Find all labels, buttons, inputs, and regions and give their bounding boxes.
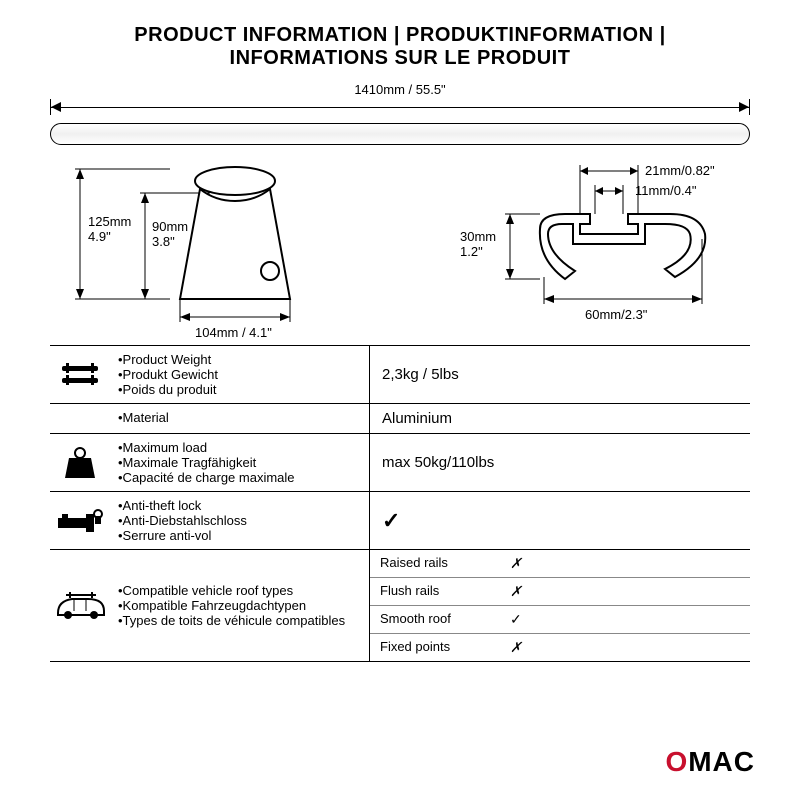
profile-slot-gap: 11mm/0.4" — [635, 183, 696, 198]
title-line-1: PRODUCT INFORMATION | PRODUKTINFORMATION… — [0, 24, 800, 47]
roof-item: Raised rails ✗ — [370, 550, 750, 578]
crossbar-illustration — [50, 123, 750, 145]
row-weight: •Product Weight •Produkt Gewicht •Poids … — [50, 346, 750, 404]
profile-drawing: 21mm/0.82" 11mm/0.4" 30mm 1.2" 60mm/2.3" — [440, 159, 730, 329]
title: PRODUCT INFORMATION | PRODUKTINFORMATION… — [0, 0, 800, 78]
profile-width: 60mm/2.3" — [585, 307, 647, 322]
lock-value: ✓ — [370, 492, 750, 549]
weight-icon — [50, 434, 110, 491]
weight-value: 2,3kg / 5lbs — [370, 346, 750, 403]
row-lock: •Anti-theft lock •Anti-Diebstahlschloss … — [50, 492, 750, 550]
foot-h-inner: 90mm 3.8" — [152, 219, 188, 249]
blank-icon — [50, 404, 110, 433]
brand-logo: OMAC — [665, 746, 755, 778]
roof-item: Fixed points ✗ — [370, 634, 750, 661]
load-labels: •Maximum load •Maximale Tragfähigkeit •C… — [110, 434, 370, 491]
lock-icon — [50, 492, 110, 549]
brand-rest: MAC — [688, 746, 755, 777]
row-roof: •Compatible vehicle roof types •Kompatib… — [50, 550, 750, 662]
load-value: max 50kg/110lbs — [370, 434, 750, 491]
foot-h-outer: 125mm 4.9" — [88, 214, 131, 244]
top-dimension-label: 1410mm / 55.5" — [0, 82, 800, 97]
foot-drawing: 125mm 4.9" 90mm 3.8" 104mm / 4.1" — [70, 159, 360, 329]
drawings-row: 125mm 4.9" 90mm 3.8" 104mm / 4.1" — [0, 159, 800, 339]
row-material: •Material Aluminium — [50, 404, 750, 434]
lock-labels: •Anti-theft lock •Anti-Diebstahlschloss … — [110, 492, 370, 549]
rack-icon — [50, 346, 110, 403]
foot-w: 104mm / 4.1" — [195, 325, 272, 340]
spec-table: •Product Weight •Produkt Gewicht •Poids … — [50, 345, 750, 662]
roof-item: Flush rails ✗ — [370, 578, 750, 606]
title-line-2: INFORMATIONS SUR LE PRODUIT — [0, 47, 800, 70]
car-icon — [50, 550, 110, 661]
weight-labels: •Product Weight •Produkt Gewicht •Poids … — [110, 346, 370, 403]
profile-height: 30mm 1.2" — [460, 229, 496, 259]
roof-item: Smooth roof ✓ — [370, 606, 750, 634]
top-dimension-ruler — [50, 99, 750, 117]
brand-o: O — [665, 746, 688, 777]
roof-options: Raised rails ✗ Flush rails ✗ Smooth roof… — [370, 550, 750, 661]
roof-labels: •Compatible vehicle roof types •Kompatib… — [110, 550, 369, 661]
material-value: Aluminium — [370, 404, 750, 433]
material-labels: •Material — [110, 404, 370, 433]
row-load: •Maximum load •Maximale Tragfähigkeit •C… — [50, 434, 750, 492]
profile-slot-w: 21mm/0.82" — [645, 163, 715, 178]
